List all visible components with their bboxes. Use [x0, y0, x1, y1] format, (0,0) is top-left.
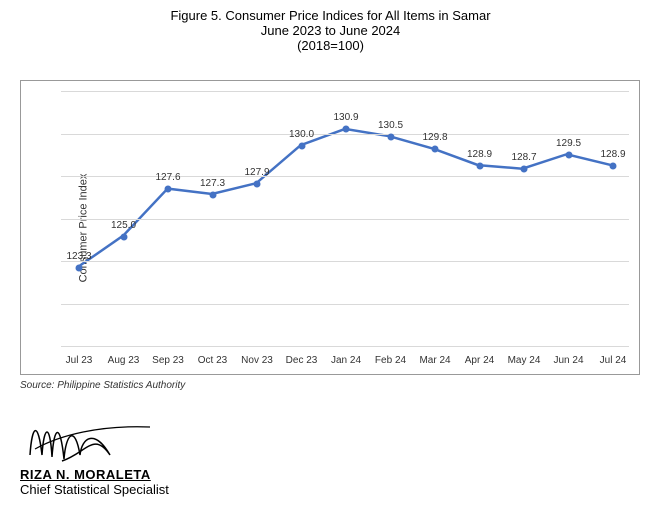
- title-line-3: (2018=100): [0, 38, 661, 53]
- value-label: 129.8: [422, 132, 447, 143]
- chart-title-block: Figure 5. Consumer Price Indices for All…: [0, 0, 661, 53]
- value-label: 127.6: [155, 172, 180, 183]
- grid-line: [61, 219, 629, 220]
- x-axis-label: Jul 24: [600, 355, 627, 366]
- grid-line: [61, 176, 629, 177]
- value-label: 128.9: [600, 149, 625, 160]
- x-axis-label: Nov 23: [241, 355, 273, 366]
- data-point: [298, 142, 305, 149]
- value-label: 130.9: [333, 112, 358, 123]
- plot-area: 123.3 125.0 127.6 127.3 127.9 130.0 130.9 130.5…: [61, 91, 629, 344]
- title-line-2: June 2023 to June 2024: [0, 23, 661, 38]
- x-axis-label: May 24: [508, 355, 541, 366]
- x-axis-label: Jan 24: [331, 355, 361, 366]
- x-axis-label: Sep 23: [152, 355, 184, 366]
- value-label: 130.5: [378, 120, 403, 131]
- data-point: [209, 191, 216, 198]
- value-label: 129.5: [556, 138, 581, 149]
- signature-scribble: [20, 415, 170, 465]
- data-point: [387, 133, 394, 140]
- x-axis-label: Mar 24: [419, 355, 450, 366]
- value-label: 125.0: [111, 220, 136, 231]
- value-label: 130.0: [289, 129, 314, 140]
- title-line-1: Figure 5. Consumer Price Indices for All…: [0, 8, 661, 23]
- data-point: [521, 166, 528, 173]
- signature-block: RIZA N. MORALETA Chief Statistical Speci…: [20, 415, 170, 497]
- data-point: [120, 233, 127, 240]
- grid-line: [61, 134, 629, 135]
- value-label: 123.3: [66, 251, 91, 262]
- x-axis-label: Jun 24: [553, 355, 583, 366]
- data-point: [565, 151, 572, 158]
- data-point: [476, 162, 483, 169]
- data-point: [610, 162, 617, 169]
- grid-line: [61, 346, 629, 347]
- grid-line: [61, 261, 629, 262]
- data-point: [432, 146, 439, 153]
- series-line: [79, 129, 611, 266]
- data-point: [76, 264, 83, 271]
- x-axis-label: Apr 24: [465, 355, 494, 366]
- signature-title: Chief Statistical Specialist: [20, 482, 170, 497]
- value-label: 128.7: [511, 152, 536, 163]
- data-point: [343, 126, 350, 133]
- x-axis-label: Oct 23: [198, 355, 227, 366]
- x-axis-label: Dec 23: [286, 355, 318, 366]
- value-label: 128.9: [467, 149, 492, 160]
- x-axis-label: Jul 23: [66, 355, 93, 366]
- x-axis-label: Feb 24: [375, 355, 406, 366]
- grid-line: [61, 91, 629, 92]
- data-point: [165, 186, 172, 193]
- data-point: [254, 180, 261, 187]
- chart-container: Consumer Price Index 123.3125.0127.6127.…: [20, 80, 640, 375]
- value-label: 127.3: [200, 178, 225, 189]
- source-text: Source: Philippine Statistics Authority: [20, 380, 185, 391]
- value-label: 127.9: [244, 167, 269, 178]
- x-axis-label: Aug 23: [108, 355, 140, 366]
- signature-name: RIZA N. MORALETA: [20, 467, 170, 482]
- grid-line: [61, 304, 629, 305]
